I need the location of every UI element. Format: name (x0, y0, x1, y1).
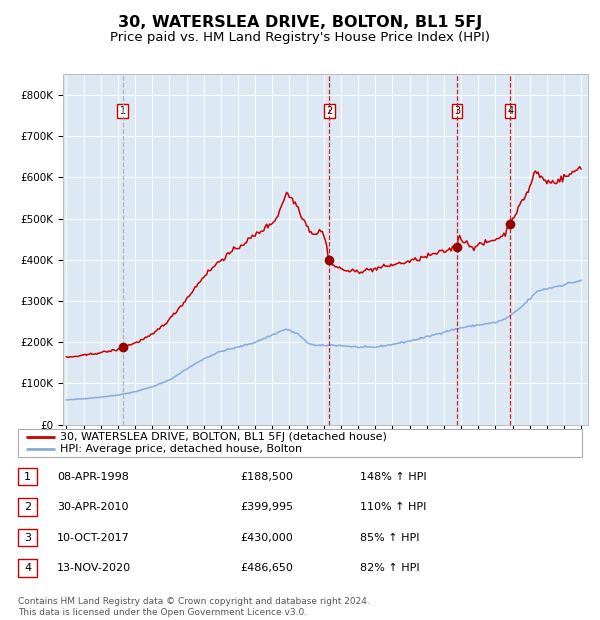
Text: £486,650: £486,650 (240, 563, 293, 573)
Text: 13-NOV-2020: 13-NOV-2020 (57, 563, 131, 573)
Text: 3: 3 (24, 533, 31, 542)
Text: 10-OCT-2017: 10-OCT-2017 (57, 533, 130, 542)
Text: 3: 3 (454, 106, 460, 116)
Text: 4: 4 (24, 563, 31, 573)
Text: 08-APR-1998: 08-APR-1998 (57, 472, 129, 482)
Text: 2: 2 (24, 502, 31, 512)
Text: 30, WATERSLEA DRIVE, BOLTON, BL1 5FJ (detached house): 30, WATERSLEA DRIVE, BOLTON, BL1 5FJ (de… (60, 432, 387, 441)
Text: Contains HM Land Registry data © Crown copyright and database right 2024.
This d: Contains HM Land Registry data © Crown c… (18, 598, 370, 617)
Text: 85% ↑ HPI: 85% ↑ HPI (360, 533, 419, 542)
Text: 1: 1 (24, 472, 31, 482)
Text: 4: 4 (507, 106, 514, 116)
Text: 2: 2 (326, 106, 332, 116)
Text: 30-APR-2010: 30-APR-2010 (57, 502, 128, 512)
Text: £430,000: £430,000 (240, 533, 293, 542)
Text: HPI: Average price, detached house, Bolton: HPI: Average price, detached house, Bolt… (60, 445, 302, 454)
Text: £188,500: £188,500 (240, 472, 293, 482)
FancyBboxPatch shape (18, 429, 582, 457)
Text: 148% ↑ HPI: 148% ↑ HPI (360, 472, 427, 482)
Text: 30, WATERSLEA DRIVE, BOLTON, BL1 5FJ: 30, WATERSLEA DRIVE, BOLTON, BL1 5FJ (118, 16, 482, 30)
Text: 110% ↑ HPI: 110% ↑ HPI (360, 502, 427, 512)
Text: 82% ↑ HPI: 82% ↑ HPI (360, 563, 419, 573)
Text: £399,995: £399,995 (240, 502, 293, 512)
Text: 1: 1 (119, 106, 125, 116)
Text: Price paid vs. HM Land Registry's House Price Index (HPI): Price paid vs. HM Land Registry's House … (110, 32, 490, 44)
